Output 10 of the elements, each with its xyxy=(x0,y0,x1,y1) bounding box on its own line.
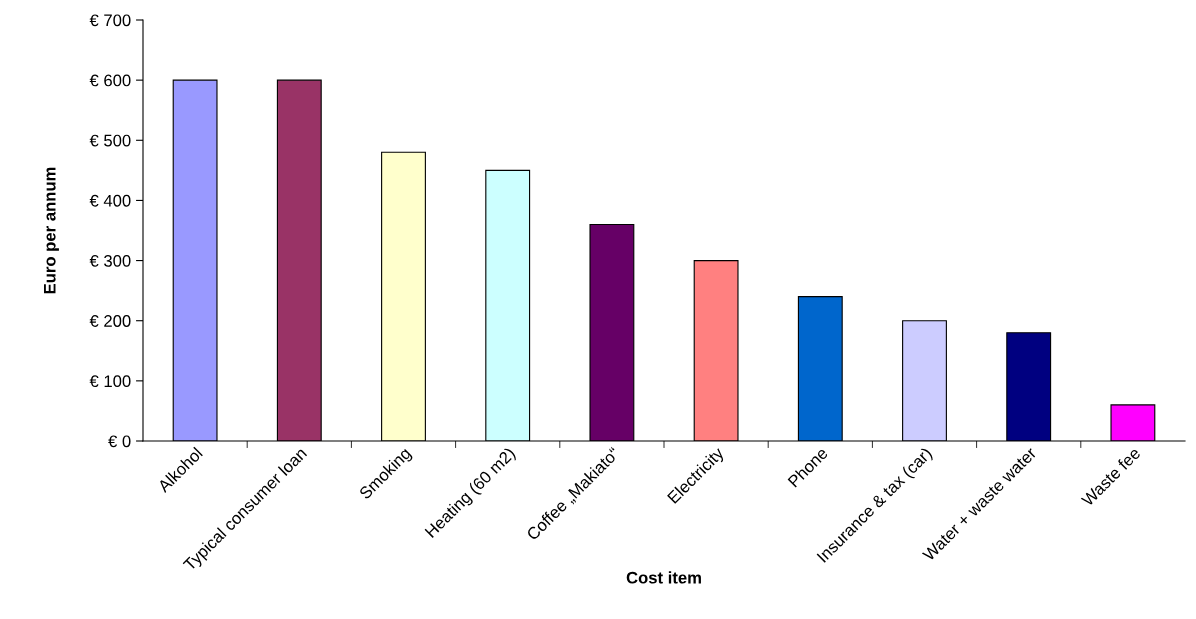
y-tick-label: € 600 xyxy=(89,74,131,87)
y-tick-label: € 100 xyxy=(89,375,131,388)
y-tick-label: € 700 xyxy=(89,14,131,27)
x-axis-title: Cost item xyxy=(626,571,701,584)
y-axis-title: Euro per annum xyxy=(44,167,59,294)
y-tick-label: € 200 xyxy=(89,315,131,327)
y-tick-label: € 500 xyxy=(89,134,131,147)
y-tick-label: € 0 xyxy=(108,435,131,448)
y-tick-label: € 300 xyxy=(89,254,131,267)
y-tick-label: € 400 xyxy=(89,194,131,207)
